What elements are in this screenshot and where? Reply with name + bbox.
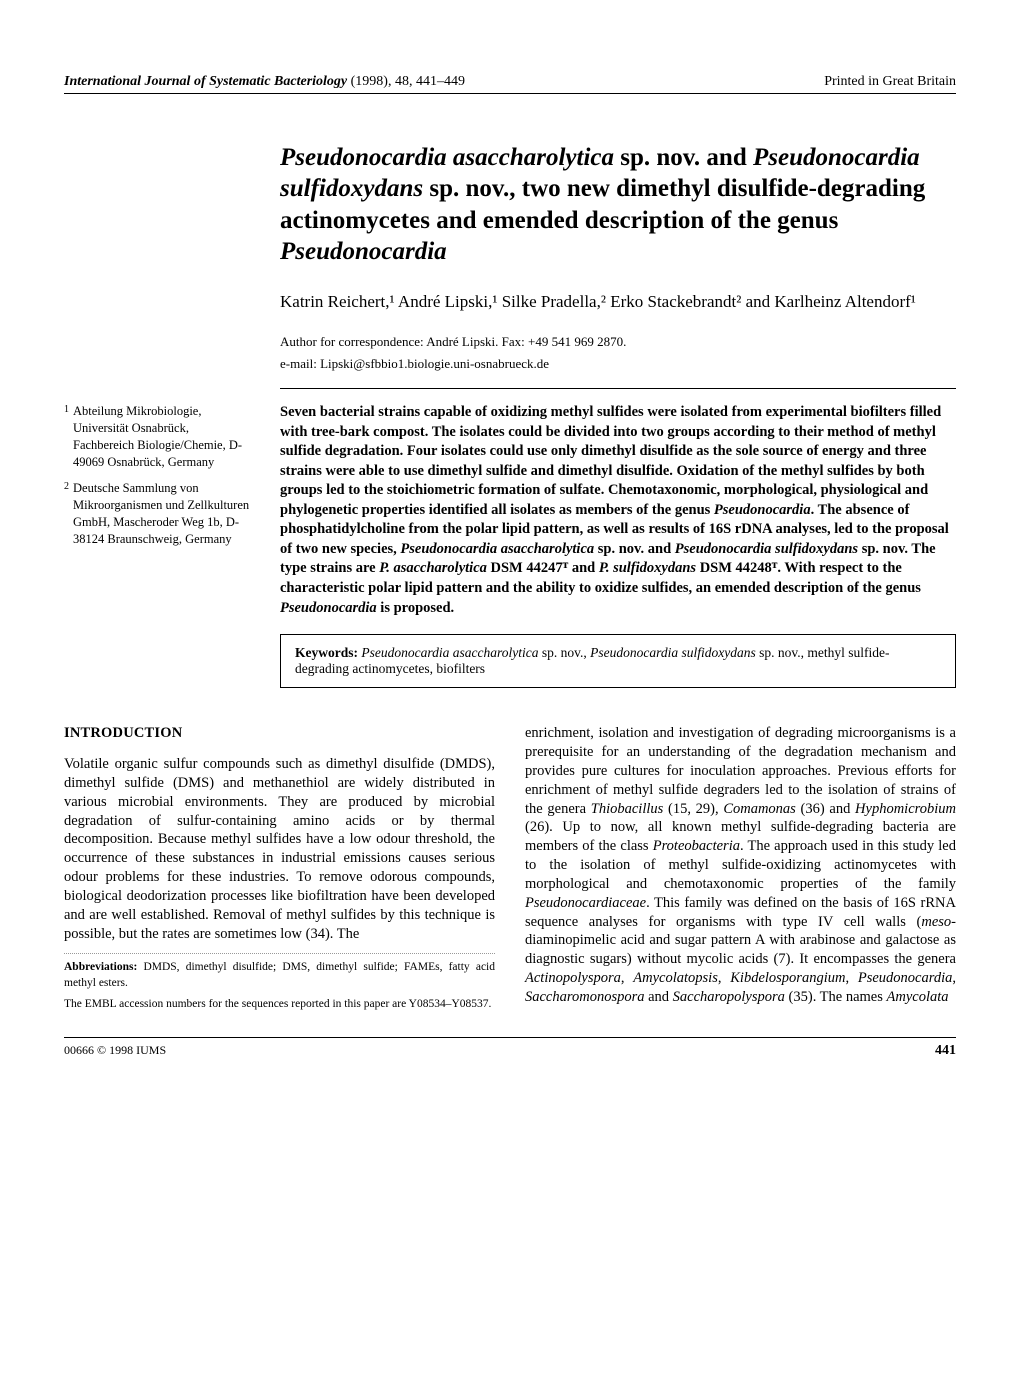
affiliation-2: 2 Deutsche Sammlung von Mikroorganismen … [64,480,250,548]
abbreviations-footnote: Abbreviations: DMDS, dimethyl disulfide;… [64,960,495,991]
abstract-genus-2: Pseudonocardia [280,600,377,616]
body-section: INTRODUCTION Volatile organic sulfur com… [64,724,956,1019]
affiliation-1: 1 Abteilung Mikrobiologie, Universität O… [64,403,250,471]
affiliations: 1 Abteilung Mikrobiologie, Universität O… [64,403,250,618]
journal-name: International Journal of Systematic Bact… [64,74,347,89]
affiliation-num-2: 2 [64,480,69,548]
title-species-1: Pseudonocardia asaccharolytica [280,144,614,171]
col2-text-m: (35). The names [785,989,887,1005]
authors: Katrin Reichert,¹ André Lipski,¹ Silke P… [280,291,956,314]
abstract-species-2: Pseudonocardia sulfidoxydans [675,541,858,557]
col2-text-h: , [621,970,633,986]
keywords-species-2: Pseudonocardia sulfidoxydans [590,645,756,660]
col2-text-k: , [952,970,956,986]
keywords-box: Keywords: Pseudonocardia asaccharolytica… [280,634,956,688]
col2-italic-6: meso [921,914,951,930]
page-footer: 00666 © 1998 IUMS 441 [64,1037,956,1059]
col2-text-j: , [845,970,857,986]
intro-paragraph-2: enrichment, isolation and investigation … [525,724,956,1007]
abstract-text: Seven bacterial strains capable of oxidi… [280,403,956,618]
keywords-species-1: Pseudonocardia asaccharolytica [361,645,538,660]
abstract-p3: sp. nov. and [594,541,675,557]
article-title: Pseudonocardia asaccharolytica sp. nov. … [280,142,956,267]
col2-text-l: and [644,989,672,1005]
affiliation-num-1: 1 [64,403,69,471]
journal-year-pages: (1998), 48, 441–449 [347,74,465,89]
col2-italic-7: Actinopolyspora [525,970,621,986]
col2-italic-4: Proteobacteria [653,838,740,854]
col2-italic-1: Thiobacillus [591,801,664,817]
col2-italic-5: Pseudonocardiaceae [525,895,646,911]
title-genus: Pseudonocardia [280,238,447,265]
keywords-label: Keywords: [295,645,361,660]
affiliation-text-1: Abteilung Mikrobiologie, Universität Osn… [73,403,250,471]
printed-location: Printed in Great Britain [824,74,956,90]
col2-text-c: (36) and [796,801,855,817]
page-number: 441 [935,1043,956,1059]
correspondence-line-1: Author for correspondence: André Lipski.… [280,334,956,350]
copyright-text: 00666 © 1998 IUMS [64,1043,166,1059]
abstract-species-4: P. sulfidoxydans [599,560,696,576]
intro-paragraph-1: Volatile organic sulfur compounds such a… [64,755,495,943]
accession-footnote: The EMBL accession numbers for the seque… [64,997,495,1013]
abstract-section: 1 Abteilung Mikrobiologie, Universität O… [64,403,956,618]
abstract-genus-1: Pseudonocardia [714,502,811,518]
abbr-label: Abbreviations: [64,961,137,973]
abstract-species-1: Pseudonocardia asaccharolytica [400,541,594,557]
keywords-t1: sp. nov., [538,645,590,660]
abstract-p1: Seven bacterial strains capable of oxidi… [280,404,941,518]
col2-text-b: (15, 29), [663,801,723,817]
header-bar: International Journal of Systematic Bact… [64,72,956,94]
col2-italic-10: Pseudonocardia [858,970,953,986]
correspondence-line-2: e-mail: Lipski@sfbbio1.biologie.uni-osna… [280,356,956,372]
col2-italic-13: Amycolata [887,989,949,1005]
right-column: enrichment, isolation and investigation … [525,724,956,1019]
footnote-divider [64,953,495,954]
abstract-p5: DSM 44247ᵀ and [487,560,599,576]
divider-top [280,388,956,389]
col2-italic-11: Saccharomonospora [525,989,644,1005]
left-column: INTRODUCTION Volatile organic sulfur com… [64,724,495,1019]
col2-italic-3: Hyphomicrobium [855,801,956,817]
journal-citation: International Journal of Systematic Bact… [64,72,465,90]
col2-italic-9: Kibdelosporangium [730,970,845,986]
col2-text-i: , [718,970,730,986]
col2-italic-8: Amycolatopsis [633,970,718,986]
col2-italic-12: Saccharopolyspora [673,989,785,1005]
affiliation-text-2: Deutsche Sammlung von Mikroorganismen un… [73,480,250,548]
abstract-species-3: P. asaccharolytica [379,560,487,576]
introduction-heading: INTRODUCTION [64,724,495,743]
col2-italic-2: Comamonas [723,801,796,817]
title-text-1: sp. nov. and [614,144,753,171]
abstract-p7: is proposed. [377,600,455,616]
